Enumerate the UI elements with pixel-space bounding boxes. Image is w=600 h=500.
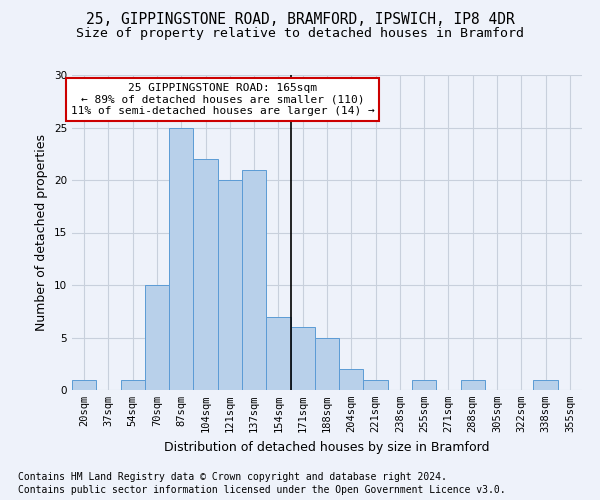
Bar <box>533 380 558 390</box>
Bar <box>266 316 290 390</box>
Bar <box>290 327 315 390</box>
Text: 25, GIPPINGSTONE ROAD, BRAMFORD, IPSWICH, IP8 4DR: 25, GIPPINGSTONE ROAD, BRAMFORD, IPSWICH… <box>86 12 514 28</box>
Bar <box>121 380 145 390</box>
Bar <box>315 338 339 390</box>
Bar <box>72 380 96 390</box>
Text: 25 GIPPINGSTONE ROAD: 165sqm
← 89% of detached houses are smaller (110)
11% of s: 25 GIPPINGSTONE ROAD: 165sqm ← 89% of de… <box>71 83 374 116</box>
Bar <box>145 285 169 390</box>
Bar <box>193 159 218 390</box>
Bar <box>339 369 364 390</box>
Bar <box>169 128 193 390</box>
Y-axis label: Number of detached properties: Number of detached properties <box>35 134 49 331</box>
X-axis label: Distribution of detached houses by size in Bramford: Distribution of detached houses by size … <box>164 440 490 454</box>
Bar <box>242 170 266 390</box>
Bar <box>218 180 242 390</box>
Bar <box>412 380 436 390</box>
Text: Contains public sector information licensed under the Open Government Licence v3: Contains public sector information licen… <box>18 485 506 495</box>
Bar <box>461 380 485 390</box>
Text: Contains HM Land Registry data © Crown copyright and database right 2024.: Contains HM Land Registry data © Crown c… <box>18 472 447 482</box>
Bar <box>364 380 388 390</box>
Text: Size of property relative to detached houses in Bramford: Size of property relative to detached ho… <box>76 28 524 40</box>
